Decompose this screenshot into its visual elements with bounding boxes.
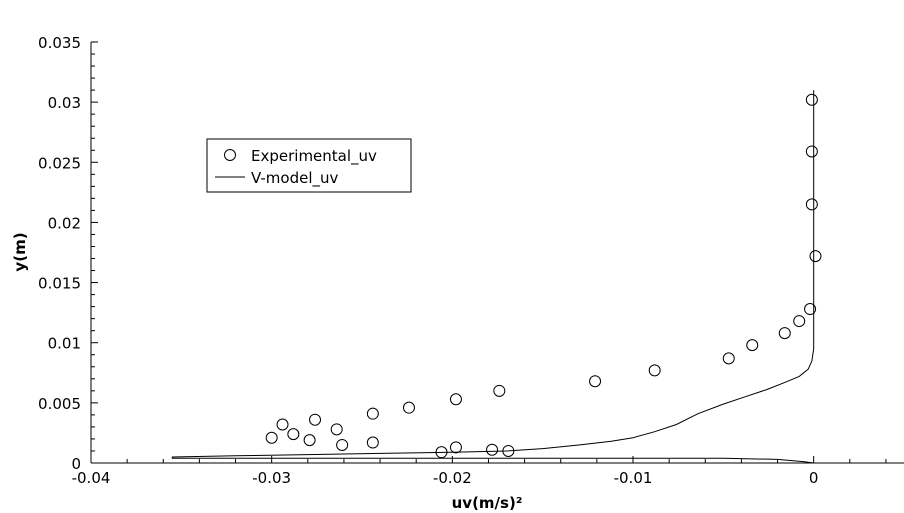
legend-label-v-model: V-model_uv (251, 169, 339, 188)
y-axis-ticks: 0 0.005 0.01 0.015 0.02 0.025 0.03 0.035 (38, 34, 98, 473)
data-point-experimental (366, 436, 379, 449)
legend-label-experimental: Experimental_uv (251, 147, 377, 166)
y-tick-label: 0 (71, 455, 81, 473)
data-point-experimental (805, 93, 818, 106)
data-point-experimental (793, 315, 806, 328)
data-point-experimental (805, 145, 818, 158)
data-point-experimental (336, 438, 349, 451)
y-tick-label: 0.025 (38, 154, 81, 172)
x-axis-title: uv(m/s)² (452, 494, 523, 512)
data-point-experimental (486, 443, 499, 456)
y-tick-label: 0.01 (48, 335, 81, 353)
x-tick-label: -0.02 (433, 469, 472, 487)
y-tick-label: 0.02 (48, 214, 81, 232)
data-point-experimental (309, 413, 322, 426)
y-tick-label: 0.035 (38, 34, 81, 52)
x-tick-label: -0.03 (252, 469, 291, 487)
data-point-experimental (265, 431, 278, 444)
data-point-experimental (809, 250, 822, 263)
x-tick-label: -0.04 (72, 469, 111, 487)
data-point-experimental (805, 198, 818, 211)
data-point-experimental (778, 327, 791, 340)
data-point-experimental (330, 423, 343, 436)
data-point-experimental (722, 352, 735, 365)
data-point-experimental (276, 418, 289, 431)
data-point-experimental (303, 434, 316, 447)
data-point-experimental (648, 364, 661, 377)
legend-marker-experimental (224, 149, 236, 161)
data-point-experimental (449, 441, 462, 454)
x-tick-label: -0.01 (614, 469, 653, 487)
y-tick-label: 0.03 (48, 94, 81, 112)
data-point-experimental (804, 303, 817, 316)
y-axis-title: y(m) (11, 232, 29, 271)
legend: Experimental_uv V-model_uv (206, 138, 412, 193)
series-line-v-model (171, 90, 815, 464)
plot-area (171, 90, 822, 464)
axes (90, 42, 904, 464)
data-point-experimental (287, 428, 300, 441)
x-tick-label: 0 (809, 469, 819, 487)
y-tick-label: 0.005 (38, 395, 81, 413)
data-point-experimental (589, 375, 602, 388)
data-point-experimental (366, 407, 379, 420)
series-experimental (265, 93, 822, 459)
data-point-experimental (493, 384, 506, 397)
data-point-experimental (402, 401, 415, 414)
legend-box (206, 138, 412, 193)
data-point-experimental (449, 393, 462, 406)
y-tick-label: 0.015 (38, 275, 81, 293)
x-axis-ticks: -0.04 -0.03 -0.02 -0.01 0 (72, 456, 887, 487)
data-point-experimental (746, 339, 759, 352)
